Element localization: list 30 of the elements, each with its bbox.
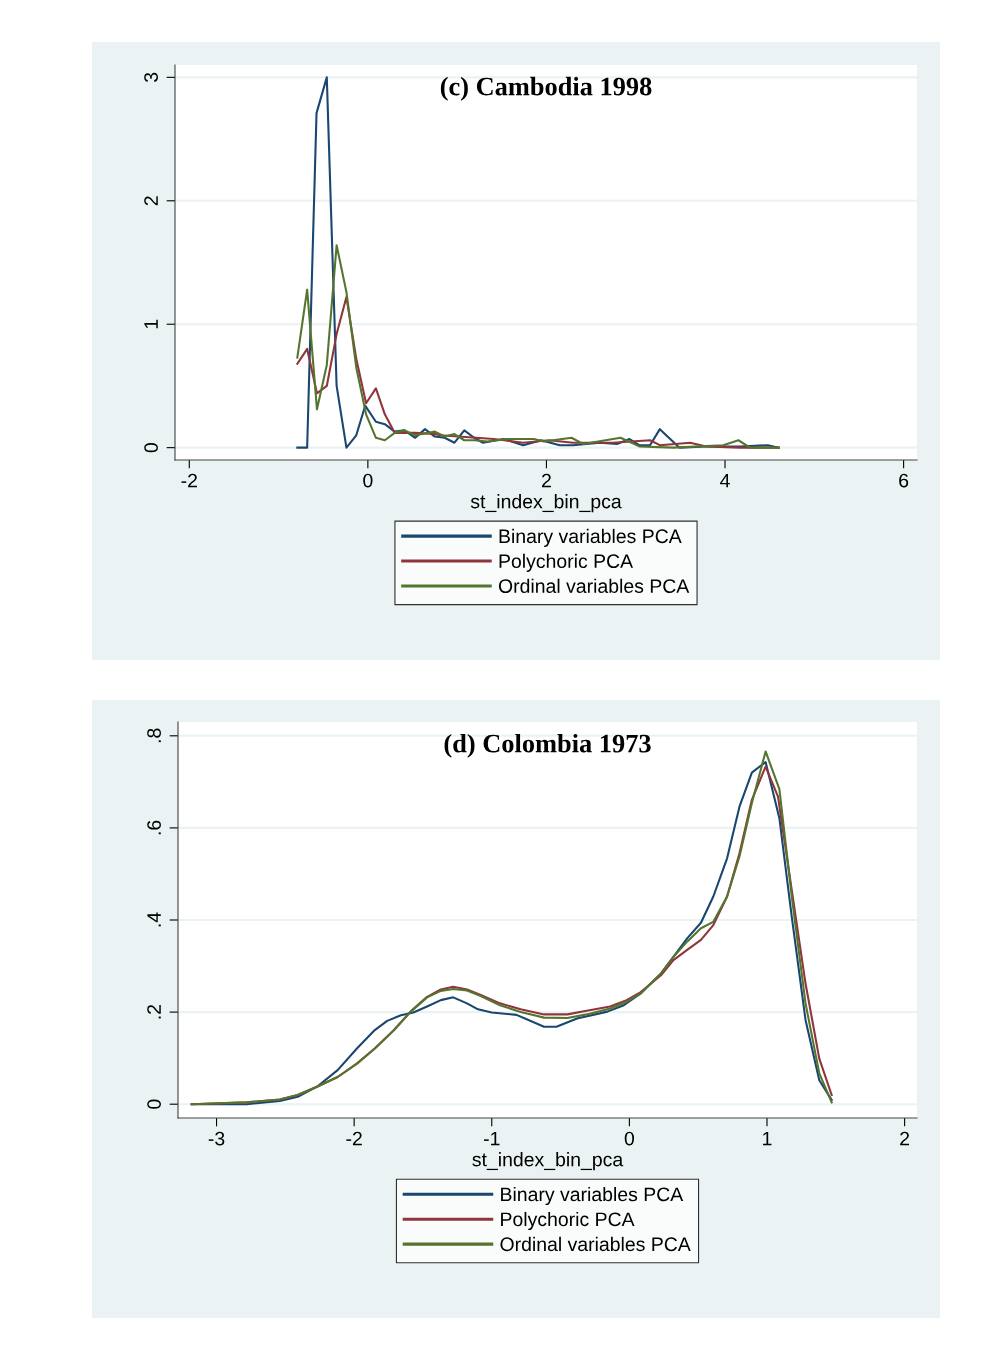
x-tick-label: 2 [900, 1131, 910, 1146]
legend-label: Polychoric PCA [501, 1211, 635, 1231]
legend-label: Binary variables PCA [501, 1186, 684, 1206]
x-axis-title: st_index_bin_pca [470, 494, 622, 513]
y-tick-label: .2 [147, 1004, 161, 1019]
legend-label: Ordinal variables PCA [498, 578, 690, 593]
x-axis-title: st_index_bin_pca [472, 1152, 624, 1171]
x-tick-label: 2 [542, 473, 551, 488]
legend-label: Polychoric PCA [499, 553, 634, 572]
y-tick-label: 1 [144, 319, 158, 329]
x-tick-label: -3 [208, 1131, 225, 1146]
y-tick-label: .6 [147, 820, 161, 835]
y-tick-label: 2 [144, 196, 158, 206]
y-tick-label: .4 [147, 912, 161, 927]
x-tick-label: -1 [483, 1131, 500, 1146]
x-tick-label: 6 [899, 473, 909, 488]
x-tick-label: 4 [720, 473, 730, 488]
x-tick-label: -2 [181, 473, 197, 488]
x-tick-label: 0 [624, 1131, 635, 1146]
chart-title: (c) Cambodia 1998 [440, 76, 652, 101]
legend-label: Ordinal variables PCA [500, 1236, 691, 1252]
y-tick-label: .8 [147, 728, 161, 743]
y-tick-label: 0 [144, 443, 158, 453]
y-tick-label: 0 [147, 1099, 161, 1109]
chart-title: (d) Colombia 1973 [444, 733, 651, 758]
y-tick-label: 3 [144, 72, 158, 83]
x-tick-label: -2 [346, 1131, 362, 1146]
x-tick-label: 0 [363, 473, 373, 488]
legend-label: Binary variables PCA [499, 528, 682, 547]
x-tick-label: 1 [763, 1131, 772, 1146]
